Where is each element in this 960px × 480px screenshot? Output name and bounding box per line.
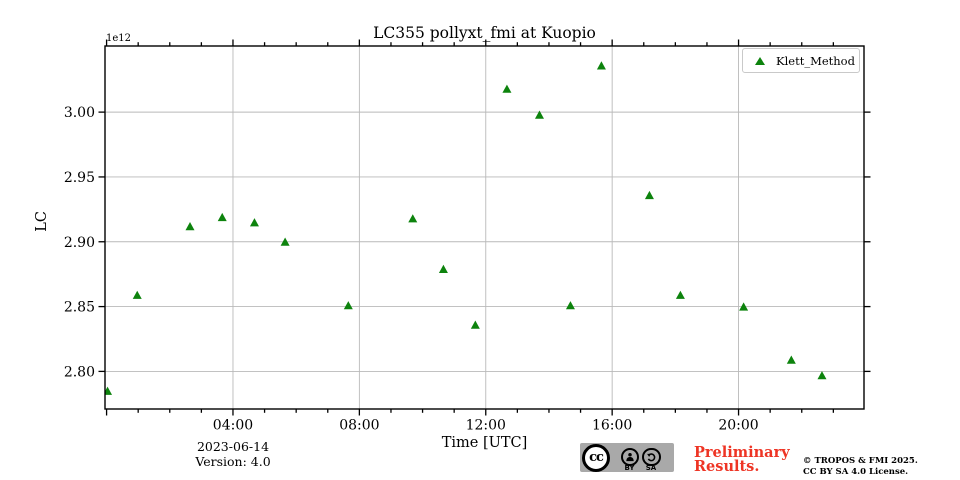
data-point-triangle-marker — [185, 222, 195, 231]
data-point-triangle-marker — [596, 61, 606, 70]
data-point-triangle-marker — [249, 218, 259, 227]
data-point-triangle-marker — [470, 320, 480, 329]
y-tick-label: 2.90 — [64, 235, 95, 251]
legend-triangle-marker-icon — [755, 56, 765, 65]
data-point-triangle-marker — [132, 290, 142, 299]
data-point-triangle-marker — [644, 190, 654, 200]
y-tick-label: 2.80 — [64, 364, 95, 380]
chart-title: LC355 pollyxt_fmi at Kuopio — [373, 24, 596, 42]
y-tick-label: 3.00 — [64, 105, 95, 121]
data-point-triangle-marker — [343, 301, 353, 310]
measurement-date: 2023-06-14 — [196, 439, 270, 454]
data-point-triangle-marker — [534, 110, 544, 119]
data-point-triangle-marker — [438, 264, 448, 273]
data-point-triangle-marker — [408, 214, 418, 223]
y-axis-label: LC — [34, 211, 50, 232]
data-point-triangle-marker — [786, 355, 796, 364]
legend-series-label: Klett_Method — [776, 53, 855, 68]
cc-sa-label: SA — [645, 464, 657, 472]
x-tick-label: 20:00 — [718, 418, 758, 434]
data-point-triangle-marker — [502, 84, 512, 93]
data-point-triangle-marker — [280, 237, 290, 246]
y-tick-label: 2.95 — [64, 170, 95, 186]
version-label: Version: 4.0 — [195, 453, 271, 469]
series-klett-method — [105, 61, 827, 395]
data-point-triangle-marker — [565, 301, 575, 310]
data-point-triangle-marker — [739, 302, 749, 311]
data-point-triangle-marker — [817, 371, 827, 380]
legend: Klett_Method — [742, 48, 860, 73]
axes-spines — [104, 45, 865, 410]
data-point-triangle-marker — [675, 290, 685, 299]
x-tick-label: 12:00 — [466, 418, 506, 434]
cc-by-person-icon — [620, 447, 639, 466]
x-axis-label: Time [UTC] — [441, 435, 528, 451]
cc-logo-icon: cc — [582, 444, 610, 472]
data-point-triangle-marker — [217, 212, 227, 222]
copyright-note: © TROPOS & FMI 2025. CC BY SA 4.0 Licens… — [803, 456, 918, 477]
x-tick-label: 08:00 — [339, 418, 379, 434]
cc-by-label: BY — [624, 464, 635, 472]
data-point-triangle-marker — [105, 386, 113, 395]
cc-sa-arrow-icon — [642, 447, 661, 466]
x-tick-label: 16:00 — [592, 418, 632, 434]
x-tick-label: 04:00 — [213, 418, 253, 434]
date-version-annotation: 2023-06-14 Version: 4.0 — [163, 439, 303, 469]
y-axis-offset-label: 1e12 — [106, 33, 132, 44]
preliminary-results-note: Preliminary Results. — [694, 444, 790, 475]
y-tick-label: 2.85 — [64, 300, 95, 316]
